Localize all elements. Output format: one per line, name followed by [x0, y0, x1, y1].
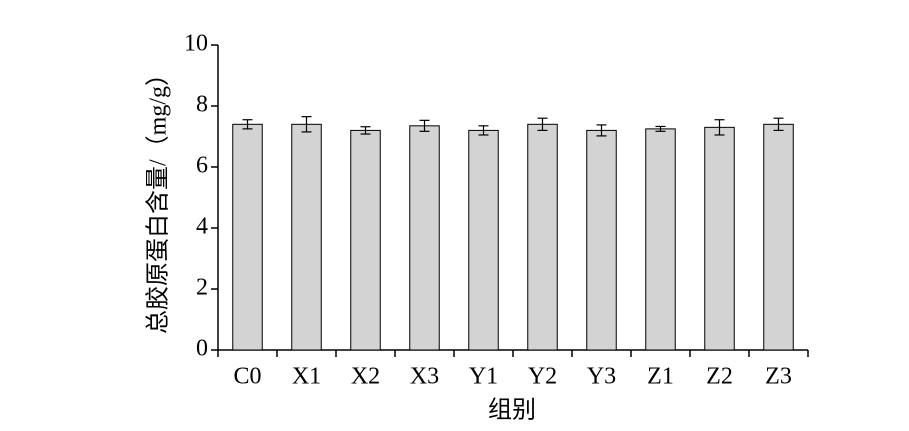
x-tick-label: Z3 — [765, 364, 792, 390]
y-tick-label: 6 — [196, 153, 208, 179]
y-tick-label: 2 — [196, 275, 208, 301]
bar — [291, 123, 322, 351]
y-tick-label: 10 — [184, 31, 208, 57]
x-tick-label: Y1 — [469, 364, 498, 390]
x-tick-label: Z1 — [647, 364, 674, 390]
x-tick-label: C0 — [233, 364, 261, 390]
x-tick-label: X3 — [410, 364, 439, 390]
bar — [527, 123, 558, 351]
bar — [409, 125, 440, 351]
x-tick-label: Y2 — [528, 364, 557, 390]
x-tick-label: Y3 — [587, 364, 616, 390]
bar — [704, 126, 735, 351]
x-tick-label: X1 — [292, 364, 321, 390]
bar — [763, 123, 794, 351]
y-tick-label: 8 — [196, 92, 208, 118]
x-tick-label: Z2 — [706, 364, 733, 390]
y-axis-label: 总胶原蛋白含量/（mg/g） — [145, 62, 172, 334]
y-tick-label: 0 — [196, 336, 208, 362]
bar — [586, 129, 617, 351]
bar — [645, 128, 676, 351]
y-tick-label: 4 — [196, 214, 208, 240]
x-axis-label: 组别 — [488, 397, 536, 424]
bar — [232, 123, 263, 351]
bar — [468, 129, 499, 351]
bar — [350, 129, 381, 351]
x-tick-label: X2 — [351, 364, 380, 390]
